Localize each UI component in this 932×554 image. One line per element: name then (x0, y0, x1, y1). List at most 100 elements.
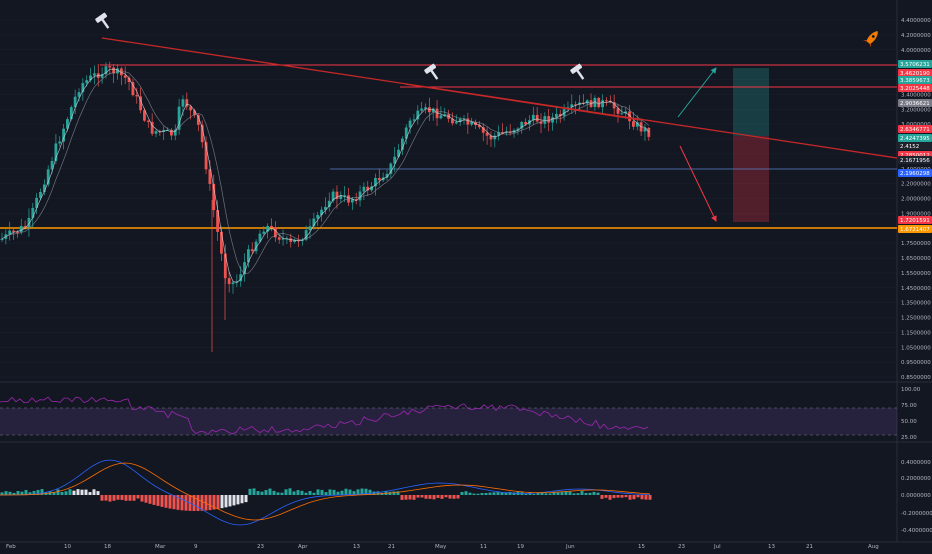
macd-histogram-bar (32, 491, 36, 495)
candle-body (19, 225, 23, 233)
candle-body (439, 115, 443, 119)
price-badge-label: 2.1960298 (900, 171, 930, 177)
candle-body (100, 74, 104, 78)
candle-body (397, 149, 400, 157)
macd-histogram-bar (244, 495, 248, 503)
macd-histogram-bar (60, 491, 64, 495)
macd-histogram-bar (152, 495, 156, 505)
price-badge-label: 3.5706231 (900, 62, 930, 68)
axis-layer: 4.40000004.20000004.00000003.80000003.60… (6, 18, 932, 550)
candle-body (116, 68, 119, 74)
candle-body (304, 230, 308, 240)
candle-body (27, 217, 31, 228)
candle-body (239, 274, 243, 282)
macd-histogram-bar (108, 495, 112, 502)
macd-histogram-bar (112, 495, 116, 501)
macd-histogram-bar (40, 489, 44, 495)
candle-body (485, 132, 489, 136)
macd-histogram-bar (56, 489, 60, 495)
macd-histogram-bar (548, 493, 552, 495)
price-badge-label: 2.6346771 (900, 127, 930, 133)
macd-histogram-bar (104, 495, 108, 501)
candle-body (312, 218, 316, 227)
candles-layer (0, 61, 651, 352)
candle-body (427, 107, 431, 113)
candle-body (258, 233, 262, 242)
macd-histogram-bar (128, 495, 132, 501)
macd-histogram-bar (212, 495, 216, 510)
macd-histogram-bar (192, 495, 196, 511)
candle-body (12, 230, 15, 232)
candle-body (189, 106, 193, 111)
date-label: 23 (678, 544, 685, 550)
macd-histogram-bar (556, 491, 560, 495)
candle-body (243, 262, 246, 275)
candle-body (435, 108, 439, 119)
price-badge (898, 225, 932, 233)
candle-body (31, 207, 35, 218)
macd-histogram-bar (628, 495, 632, 500)
macd-histogram-bar (408, 495, 412, 500)
candle-body (42, 184, 46, 192)
macd-histogram-bar (592, 491, 596, 495)
candle-body (470, 121, 474, 125)
price-tick-label: 1.4500000 (901, 286, 931, 292)
candle-body (270, 226, 273, 228)
macd-histogram-bar (136, 495, 140, 499)
macd-histogram-bar (464, 491, 468, 495)
candle-body (628, 111, 631, 122)
date-label: 19 (517, 544, 524, 550)
candle-body (81, 83, 85, 93)
candle-body (531, 114, 535, 121)
macd-histogram-bar (12, 492, 16, 495)
price-tick-label: 1.9000000 (901, 211, 931, 217)
candle-body (58, 141, 62, 144)
macd-histogram-bar (116, 495, 120, 500)
macd-histogram-bar (232, 495, 236, 506)
macd-tick-label: 0.2000000 (901, 476, 931, 482)
candle-body (497, 132, 501, 136)
candle-body (108, 66, 112, 68)
macd-histogram-bar (500, 492, 504, 495)
trendlines-layer (101, 37, 898, 159)
macd-histogram-bar (124, 495, 128, 501)
arrows-layer (677, 67, 717, 222)
macd-histogram-bar (348, 489, 352, 495)
macd-histogram-bar (240, 495, 244, 504)
icons-layer (95, 12, 878, 80)
macd-histogram-bar (344, 488, 348, 495)
macd-histogram-bar (260, 491, 264, 495)
macd-histogram-bar (400, 495, 404, 500)
macd-histogram-bar (524, 493, 528, 495)
candle-body (50, 160, 54, 170)
price-badge (898, 99, 932, 107)
price-badge-label: 2.4247395 (900, 136, 930, 142)
candle-body (424, 107, 427, 109)
target-zone (733, 68, 769, 136)
price-badge-label: 3.4620190 (900, 71, 930, 77)
macd-histogram-bar (460, 491, 464, 495)
macd-histogram-bar (544, 493, 548, 495)
candle-body (227, 278, 231, 285)
candle-body (216, 210, 219, 232)
macd-histogram-bar (164, 495, 168, 508)
macd-histogram-bar (252, 488, 256, 495)
short-trendline (404, 83, 641, 121)
macd-tick-label: -0.4000000 (901, 528, 932, 534)
date-label: 11 (480, 544, 487, 550)
candle-body (316, 214, 320, 219)
macd-histogram-bar (280, 492, 284, 495)
macd-histogram-bar (540, 492, 544, 495)
price-tick-label: 3.4000000 (901, 92, 931, 98)
macd-histogram-bar (436, 495, 440, 498)
macd-histogram-bar (52, 491, 56, 495)
candle-body (208, 169, 212, 184)
candle-body (393, 156, 397, 164)
candle-body (158, 131, 162, 133)
macd-histogram-bar (248, 488, 252, 495)
candle-body (281, 238, 285, 240)
candle-body (262, 231, 266, 234)
macd-histogram-bar (184, 495, 188, 511)
candle-body (570, 104, 574, 108)
